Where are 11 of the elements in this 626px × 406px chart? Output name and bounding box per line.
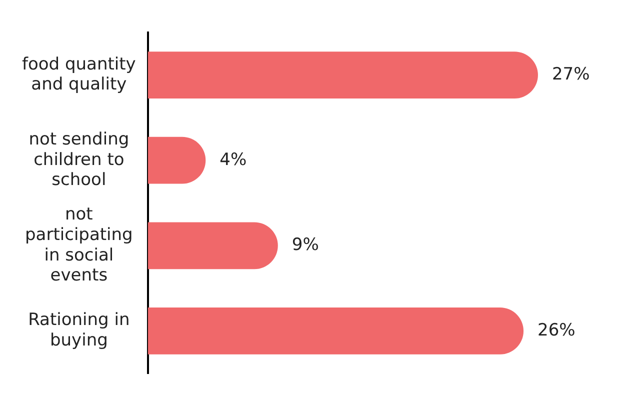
y-tick-label: not sending children to school (28, 129, 130, 190)
data-label: 26% (538, 320, 576, 340)
bar (148, 52, 538, 99)
y-tick-label: Rationing in buying (28, 310, 130, 351)
y-tick-label: not participating in social events (25, 204, 133, 286)
data-label: 9% (292, 235, 319, 256)
data-label: 4% (220, 150, 247, 170)
bar (148, 307, 524, 354)
y-tick-label: food quantity and quality (22, 54, 136, 95)
bar (148, 222, 278, 270)
data-label: 27% (552, 64, 590, 84)
